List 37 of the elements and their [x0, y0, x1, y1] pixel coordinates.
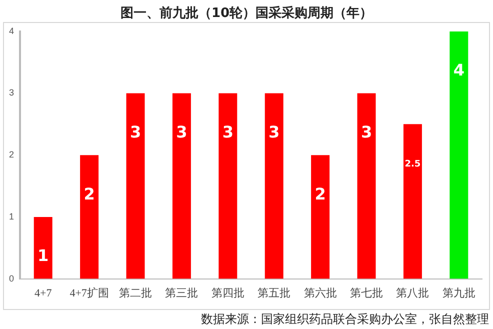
x-tick-label: 第九批 [442, 286, 476, 300]
x-tick-label: 第三批 [165, 287, 198, 300]
x-tick-label: 第四批 [211, 287, 244, 300]
bar [218, 93, 238, 279]
bar [172, 93, 191, 279]
x-tick-label: 第八批 [396, 287, 430, 300]
data-label: 2.5 [404, 160, 421, 170]
y-tick-label: 0 [8, 273, 14, 284]
x-tick-label: 4+7扩围 [70, 286, 109, 300]
y-tick-label: 2 [8, 150, 14, 160]
x-tick-label: 第五批 [258, 287, 291, 300]
data-label: 2 [314, 184, 326, 204]
data-label: 2 [84, 184, 95, 204]
data-label: 3 [222, 122, 234, 142]
bar [80, 155, 99, 279]
data-label: 3 [130, 122, 142, 142]
bar [311, 155, 330, 279]
bar [34, 216, 52, 279]
y-tick-label: 1 [8, 211, 14, 222]
data-label: 4 [453, 60, 464, 80]
chart-title: 图一、前九批（10轮）国采采购周期（年） [119, 4, 374, 22]
bar [450, 31, 468, 279]
bar [264, 93, 284, 279]
data-label: 3 [268, 122, 280, 142]
x-tick-label: 第七批 [350, 286, 383, 300]
x-tick-label: 4+7 [34, 287, 52, 300]
bar [357, 93, 376, 279]
y-tick-label: 4 [8, 26, 14, 36]
bar [403, 124, 422, 279]
x-tick-label: 第六批 [304, 286, 337, 300]
data-label: 1 [38, 246, 49, 266]
x-tick-label: 第二批 [119, 287, 152, 300]
data-label: 3 [360, 122, 372, 142]
bar [126, 93, 145, 279]
source-note: 数据来源：国家组织药品联合采购办公室，张自然整理 [201, 311, 489, 328]
data-label: 3 [176, 122, 188, 142]
y-tick-label: 3 [8, 88, 14, 98]
